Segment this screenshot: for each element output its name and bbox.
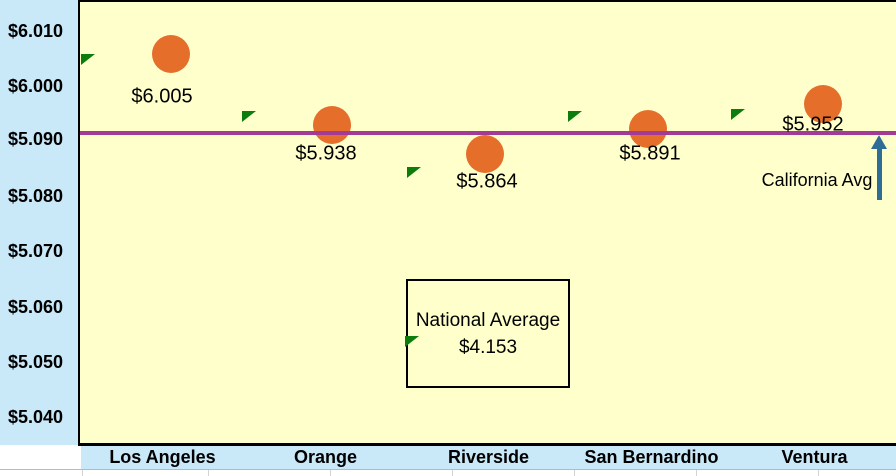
point-label-san-bernardino: $5.891 xyxy=(619,142,681,165)
california-avg-arrowhead-icon xyxy=(871,135,887,149)
national-average-value: $4.153 xyxy=(458,336,518,358)
spreadsheet-row-strip xyxy=(0,469,896,476)
y-tick-label: $6.010 xyxy=(8,21,64,41)
x-category-ventura: Ventura xyxy=(781,447,848,467)
california-avg-arrow xyxy=(877,147,882,200)
cell-gridline xyxy=(696,470,697,476)
y-tick-label: $5.060 xyxy=(8,297,64,317)
y-axis xyxy=(0,0,78,445)
cell-gridline xyxy=(818,470,819,476)
data-point-san-bernardino[interactable] xyxy=(629,110,667,148)
y-tick-label: $5.080 xyxy=(8,186,64,206)
x-category-san-bernardino: San Bernardino xyxy=(584,447,719,467)
point-label-orange: $5.938 xyxy=(295,142,357,165)
y-tick-label: $6.000 xyxy=(8,76,64,96)
y-tick-label: $5.040 xyxy=(8,407,64,427)
cell-gridline xyxy=(208,470,209,476)
cell-gridline xyxy=(82,470,83,476)
point-label-ventura: $5.952 xyxy=(782,113,844,136)
california-avg-line[interactable] xyxy=(80,131,896,135)
x-axis: Los Angeles Orange Riverside San Bernard… xyxy=(81,446,896,469)
california-avg-label: California Avg xyxy=(761,170,873,190)
x-category-orange: Orange xyxy=(293,447,358,467)
y-tick-label: $5.050 xyxy=(8,352,64,372)
data-point-ventura[interactable] xyxy=(804,85,842,123)
flag-marker-icon xyxy=(568,111,582,122)
data-point-los-angeles[interactable] xyxy=(152,35,190,73)
cell-gridline xyxy=(574,470,575,476)
flag-marker-icon xyxy=(81,54,95,65)
national-average-title: National Average xyxy=(415,309,561,331)
flag-marker-icon xyxy=(731,109,745,120)
data-point-orange[interactable] xyxy=(313,106,351,144)
point-label-los-angeles: $6.005 xyxy=(131,85,193,108)
national-average-box[interactable]: National Average $4.153 xyxy=(406,279,570,388)
point-label-riverside: $5.864 xyxy=(456,170,518,193)
cell-gridline xyxy=(452,470,453,476)
cell-gridline xyxy=(330,470,331,476)
x-category-riverside: Riverside xyxy=(447,447,530,467)
data-point-riverside[interactable] xyxy=(466,135,504,173)
flag-marker-icon xyxy=(405,336,419,347)
plot-area[interactable] xyxy=(78,0,896,446)
flag-marker-icon xyxy=(407,167,421,178)
x-category-los-angeles: Los Angeles xyxy=(109,447,216,467)
flag-marker-icon xyxy=(242,111,256,122)
y-tick-label: $5.090 xyxy=(8,129,64,149)
y-tick-label: $5.070 xyxy=(8,241,64,261)
